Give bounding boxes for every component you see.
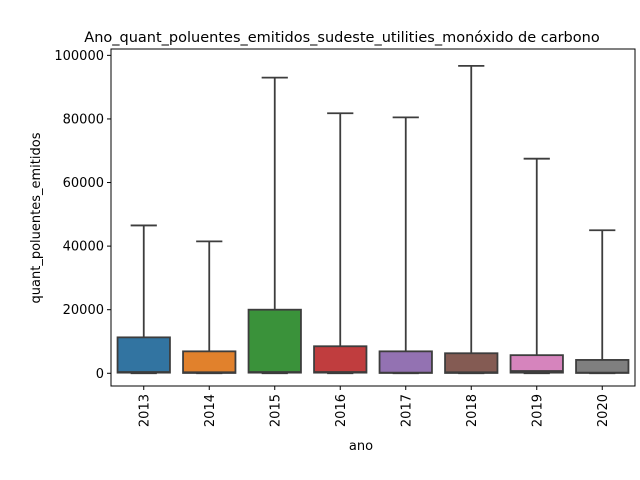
x-tick-label-2014: 2014 — [203, 394, 218, 427]
x-tick-label-2016: 2016 — [334, 394, 349, 427]
box-2019 — [509, 157, 564, 375]
x-axis-label: ano — [349, 439, 373, 454]
box-2013 — [116, 224, 171, 375]
y-tick-label-40000: 40000 — [63, 240, 104, 255]
box-rect-2015 — [247, 308, 302, 374]
box-2014 — [182, 240, 237, 375]
box-2020 — [575, 229, 630, 375]
x-tick-label-2015: 2015 — [268, 394, 283, 427]
box-rect-2016 — [313, 345, 368, 374]
box-2017 — [378, 116, 433, 375]
x-tick-label-2017: 2017 — [399, 394, 414, 427]
box-rect-2014 — [182, 350, 237, 374]
y-tick-label-60000: 60000 — [63, 176, 104, 191]
axes-frame — [110, 48, 636, 387]
y-tick-label-0: 0 — [96, 367, 104, 382]
box-rect-2017 — [378, 350, 433, 374]
y-tick-label-80000: 80000 — [63, 112, 104, 127]
box-rect-2020 — [575, 359, 630, 374]
x-tick-label-2013: 2013 — [137, 394, 152, 427]
y-tick-label-100000: 100000 — [54, 49, 104, 64]
box-2018 — [444, 64, 499, 375]
x-tick-label-2019: 2019 — [530, 394, 545, 427]
box-rect-2018 — [444, 352, 499, 374]
y-axis-label: quant_poluentes_emitidos — [29, 132, 44, 303]
chart-title: Ano_quant_poluentes_emitidos_sudeste_uti… — [84, 30, 600, 46]
box-rect-2013 — [116, 336, 171, 374]
box-rect-2019 — [509, 354, 564, 374]
box-2016 — [313, 112, 368, 375]
y-tick-label-20000: 20000 — [63, 303, 104, 318]
y-axis: 0 20000 40000 60000 80000 100000 — [54, 49, 111, 382]
x-tick-label-2018: 2018 — [465, 394, 480, 427]
box-2015 — [247, 76, 302, 375]
plot-area — [116, 64, 630, 375]
x-tick-label-2020: 2020 — [596, 394, 611, 427]
x-axis: 2013 2014 2015 2016 2017 2018 2019 2020 — [137, 386, 611, 427]
